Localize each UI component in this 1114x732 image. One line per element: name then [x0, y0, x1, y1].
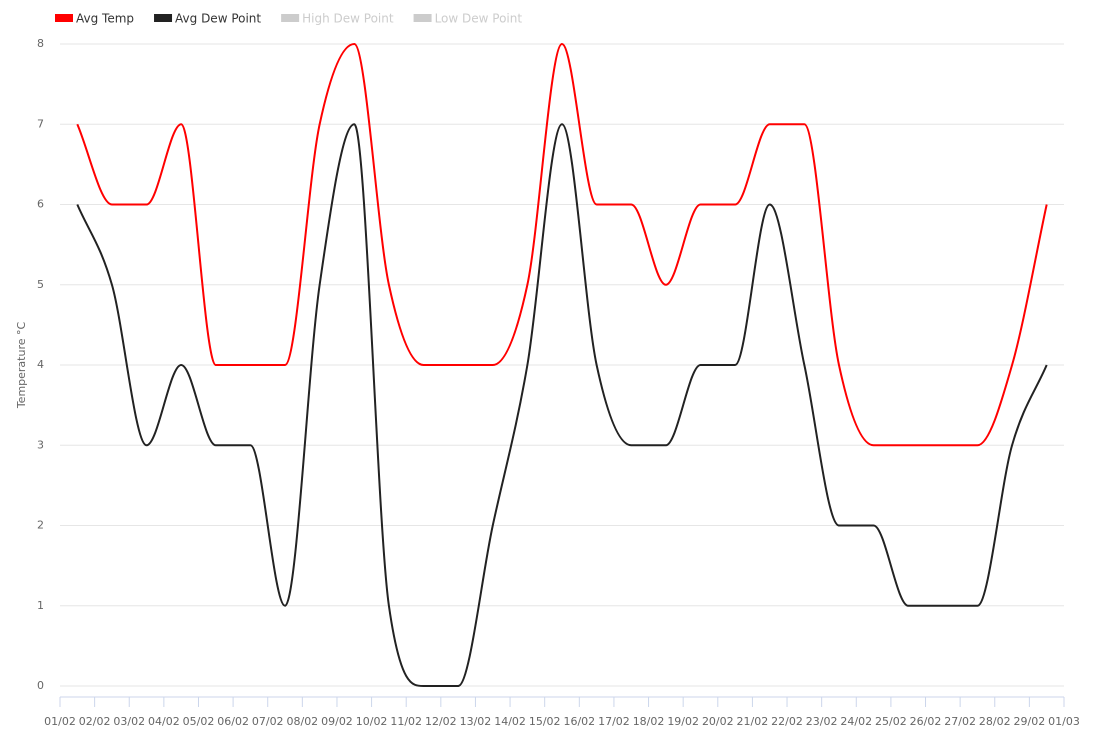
legend-label[interactable]: Avg Dew Point	[175, 12, 261, 26]
legend-swatch	[281, 14, 300, 22]
x-tick-label: 17/02	[598, 715, 630, 728]
series-line	[76, 123, 1048, 687]
x-tick-label: 23/02	[806, 715, 838, 728]
x-tick-label: 16/02	[563, 715, 595, 728]
y-tick-label: 3	[37, 438, 44, 451]
x-tick-label: 25/02	[875, 715, 907, 728]
x-tick-label: 26/02	[910, 715, 942, 728]
legend-label[interactable]: Avg Temp	[76, 12, 134, 26]
x-tick-label: 01/03	[1048, 715, 1080, 728]
x-tick-label: 29/02	[1014, 715, 1046, 728]
legend-label[interactable]: High Dew Point	[302, 12, 394, 26]
x-tick-label: 18/02	[633, 715, 665, 728]
x-tick-label: 09/02	[321, 715, 353, 728]
y-tick-label: 2	[37, 519, 44, 532]
x-tick-label: 03/02	[113, 715, 145, 728]
x-tick-label: 11/02	[390, 715, 422, 728]
x-tick-label: 01/02	[44, 715, 76, 728]
x-tick-label: 02/02	[79, 715, 111, 728]
x-tick-label: 22/02	[771, 715, 803, 728]
x-tick-label: 28/02	[979, 715, 1011, 728]
legend-swatch	[55, 14, 73, 22]
x-tick-label: 24/02	[840, 715, 872, 728]
y-tick-label: 4	[37, 358, 44, 371]
y-tick-label: 7	[37, 117, 44, 130]
x-tick-label: 21/02	[737, 715, 769, 728]
x-tick-label: 07/02	[252, 715, 284, 728]
x-tick-label: 14/02	[494, 715, 526, 728]
x-tick-label: 04/02	[148, 715, 180, 728]
y-tick-label: 5	[37, 278, 44, 291]
y-tick-label: 6	[37, 198, 44, 211]
x-tick-label: 19/02	[667, 715, 699, 728]
x-tick-label: 20/02	[702, 715, 734, 728]
x-tick-label: 12/02	[425, 715, 457, 728]
x-tick-label: 10/02	[356, 715, 388, 728]
y-tick-label: 1	[37, 599, 44, 612]
x-tick-label: 05/02	[183, 715, 215, 728]
x-tick-label: 15/02	[529, 715, 561, 728]
x-tick-label: 08/02	[286, 715, 318, 728]
x-tick-label: 06/02	[217, 715, 249, 728]
legend-swatch	[413, 14, 432, 22]
legend: Avg Temp Avg Dew Point High Dew Point Low D…	[55, 12, 522, 26]
y-tick-label: 8	[37, 37, 44, 50]
series-line	[76, 42, 1048, 447]
y-tick-label: 0	[37, 679, 44, 692]
x-tick-label: 27/02	[944, 715, 976, 728]
legend-swatch	[154, 14, 173, 22]
x-tick-label: 13/02	[460, 715, 492, 728]
legend-label[interactable]: Low Dew Point	[435, 12, 523, 26]
y-axis-label: Temperature °C	[15, 322, 28, 410]
